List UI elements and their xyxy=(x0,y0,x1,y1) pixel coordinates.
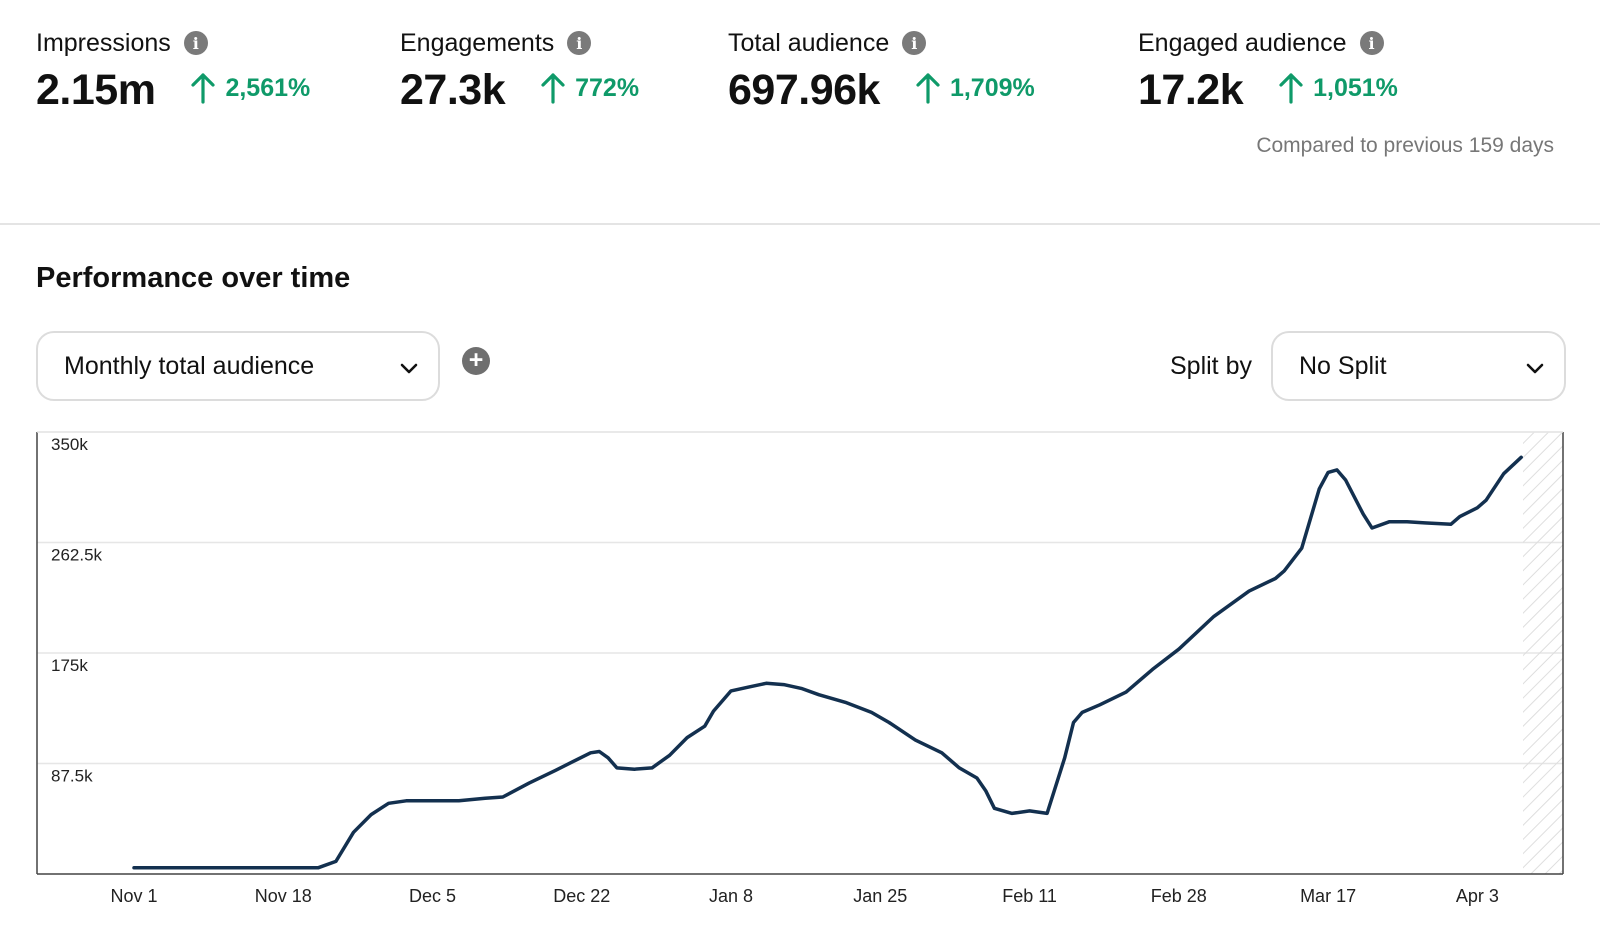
metric-change: 772% xyxy=(539,72,639,104)
metric-engaged-audience: Engaged audience i 17.2k 1,051% xyxy=(1138,26,1398,115)
x-tick-label: Dec 22 xyxy=(553,886,610,906)
info-icon[interactable]: i xyxy=(567,31,592,55)
metric-change: 1,709% xyxy=(914,72,1035,104)
metric-change: 2,561% xyxy=(189,72,310,104)
y-tick-label: 262.5k xyxy=(51,546,103,565)
section-title: Performance over time xyxy=(36,262,351,294)
metric-select[interactable]: Monthly total audience xyxy=(36,331,440,401)
info-icon[interactable]: i xyxy=(902,31,927,55)
metric-select-value: Monthly total audience xyxy=(64,351,315,380)
add-metric-icon[interactable]: + xyxy=(462,347,490,375)
x-tick-label: Dec 5 xyxy=(409,886,456,906)
x-tick-label: Mar 17 xyxy=(1300,886,1356,906)
x-tick-label: Feb 11 xyxy=(1002,886,1057,906)
metric-label: Total audience xyxy=(728,28,890,57)
incomplete-period-area xyxy=(1523,432,1563,874)
metric-change-value: 2,561% xyxy=(225,73,311,102)
metric-engagements: Engagements i 27.3k 772% xyxy=(400,26,639,115)
divider xyxy=(0,223,1600,225)
x-tick-label: Jan 8 xyxy=(709,886,753,906)
info-icon[interactable]: i xyxy=(183,31,208,55)
metric-value: 2.15m xyxy=(36,66,156,114)
metric-change-value: 1,709% xyxy=(949,73,1035,102)
metric-change-value: 772% xyxy=(575,73,640,102)
arrow-up-icon xyxy=(916,73,940,104)
info-icon[interactable]: i xyxy=(1359,31,1384,55)
y-tick-label: 87.5k xyxy=(51,767,93,786)
x-tick-label: Jan 25 xyxy=(853,886,907,906)
arrow-up-icon xyxy=(1279,73,1303,104)
series-line xyxy=(132,455,1523,870)
performance-chart: 87.5k 175k 262.5k 350k Nov 1 Nov 18 Dec 5 Dec 2… xyxy=(36,431,1564,906)
arrow-up-icon xyxy=(541,73,565,104)
x-tick-label: Nov 1 xyxy=(110,886,157,906)
split-label: Split by xyxy=(1170,352,1252,380)
y-tick-label: 350k xyxy=(51,435,88,454)
split-select[interactable]: No Split xyxy=(1271,331,1566,401)
metric-change: 1,051% xyxy=(1277,72,1398,104)
chevron-down-icon xyxy=(1526,363,1544,374)
metric-label: Engaged audience xyxy=(1138,28,1347,57)
x-tick-label: Nov 18 xyxy=(255,886,312,906)
x-tick-label: Apr 3 xyxy=(1456,886,1499,906)
metric-value: 697.96k xyxy=(728,66,880,114)
arrow-up-icon xyxy=(191,73,216,104)
metric-value: 17.2k xyxy=(1138,66,1244,114)
metric-label: Engagements xyxy=(400,28,555,57)
chevron-down-icon xyxy=(400,363,418,374)
y-tick-label: 175k xyxy=(51,656,88,675)
compare-note: Compared to previous 159 days xyxy=(1256,134,1554,157)
x-tick-label: Feb 28 xyxy=(1151,886,1207,906)
metric-change-value: 1,051% xyxy=(1313,73,1398,102)
metric-total-audience: Total audience i 697.96k 1,709% xyxy=(728,26,1035,115)
metric-impressions: Impressions i 2.15m 2,561% xyxy=(36,26,310,115)
metric-label: Impressions xyxy=(36,28,171,57)
split-select-value: No Split xyxy=(1299,351,1387,380)
metric-value: 27.3k xyxy=(400,66,506,114)
